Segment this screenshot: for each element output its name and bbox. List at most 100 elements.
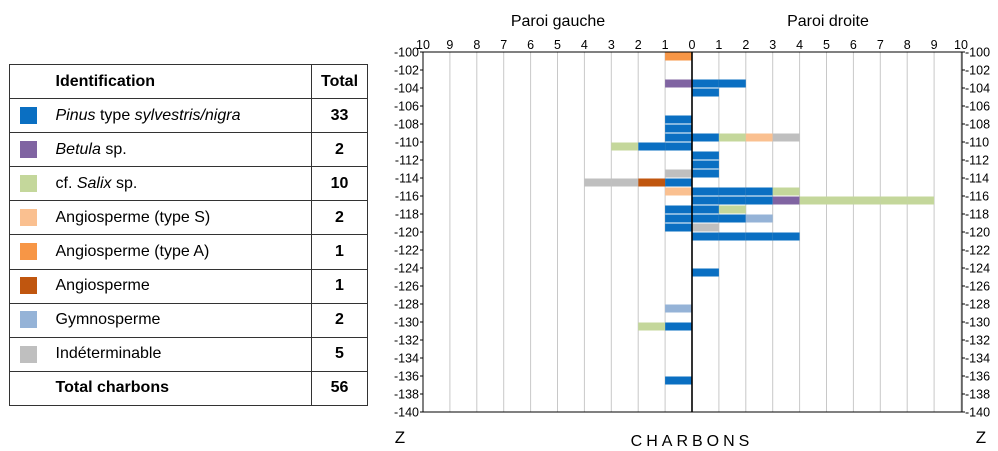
legend-swatch-cell (9, 98, 48, 134)
y-tick-label-left: -108 (394, 118, 419, 132)
legend-label-part: Betula (55, 140, 101, 158)
bar-indet (584, 178, 612, 187)
y-tick-label-right: -126 (965, 280, 990, 294)
legend-total: 33 (311, 98, 368, 134)
header-identification: Identification (47, 63, 312, 100)
legend-total: 5 (311, 336, 368, 372)
y-tick-label-right: -108 (965, 118, 990, 132)
table-row: Indéterminable 5 (9, 336, 368, 372)
bar-pinus (665, 142, 692, 151)
y-tick-label-right: -112 (965, 154, 989, 168)
x-tick-label: 3 (608, 38, 615, 52)
bar-pinus (772, 232, 800, 241)
y-tick-label-left: -132 (394, 334, 419, 348)
bar-pinus (718, 196, 746, 205)
bar-gymno (665, 304, 692, 313)
legend-swatch (20, 243, 38, 261)
bar-pinus (692, 169, 719, 178)
legend-label-part: Angiosperme (type S) (55, 208, 211, 226)
bar-pinus (665, 115, 692, 124)
table-header-spacer (9, 63, 48, 100)
bar-pinus (692, 160, 719, 169)
bar-pinus (665, 322, 692, 331)
x-tick-label: 2 (635, 38, 642, 52)
legend-label-part: Angiosperme (type A) (55, 243, 210, 261)
legend-swatch (20, 311, 38, 329)
bar-salix (880, 196, 908, 205)
bar-indet (665, 169, 692, 178)
y-tick-label-left: -120 (394, 226, 419, 240)
x-tick-label: 10 (954, 38, 968, 52)
bar-betula (772, 196, 800, 205)
legend-total: 1 (311, 268, 368, 304)
bar-betula (665, 79, 692, 88)
legend-total: 2 (311, 200, 368, 236)
footer-total: 56 (311, 370, 368, 406)
y-tick-label-right: -138 (965, 388, 990, 402)
legend-total: 10 (311, 166, 368, 202)
y-tick-label-left: -116 (395, 190, 419, 204)
bar-pinus (692, 232, 719, 241)
x-tick-label: 0 (689, 38, 696, 52)
tick-labels: 10 9 8 7 6 5 4 3 2 1 0 1 2 3 4 5 6 7 8 9 10-100 -100-102 -102-… (394, 38, 990, 420)
bar-pinus (665, 214, 692, 223)
bar-pinus (692, 88, 719, 97)
legend-swatch (20, 209, 38, 227)
bar-angio_s (665, 187, 692, 196)
bars (584, 52, 935, 385)
axes (420, 51, 965, 413)
legend-label: Angiosperme (47, 268, 312, 304)
bar-angio_s (745, 133, 773, 142)
footer-label: Total charbons (47, 370, 312, 406)
y-tick-label-right: -140 (965, 406, 990, 420)
x-tick-label: 8 (473, 38, 480, 52)
legend-swatch (20, 106, 38, 124)
legend-swatch-cell (9, 234, 48, 270)
bar-indet (692, 223, 719, 232)
y-tick-label-right: -130 (965, 316, 990, 330)
bar-pinus (638, 142, 666, 151)
bar-indet (772, 133, 800, 142)
bar-salix (772, 187, 800, 196)
x-tick-label: 1 (715, 38, 722, 52)
legend-label: Angiosperme (type A) (47, 234, 312, 270)
y-tick-label-left: -122 (394, 244, 419, 258)
bar-pinus (665, 205, 692, 214)
y-tick-label-left: -136 (394, 370, 419, 384)
legend-label: Indéterminable (47, 336, 312, 372)
left-title: Paroi gauche (511, 13, 605, 30)
legend-table: Identification Total Pinus type sylvestr… (9, 63, 368, 406)
y-tick-label-left: -128 (394, 298, 419, 312)
x-tick-label: 9 (931, 38, 938, 52)
table-footer-spacer (9, 370, 48, 406)
y-tick-label-left: -118 (395, 208, 419, 222)
bar-pinus (718, 187, 746, 196)
table-footer-row: Total charbons 56 (9, 370, 368, 406)
legend-label-part: Pinus (55, 106, 96, 124)
bar-pinus (692, 79, 719, 88)
bar-angio_a (665, 52, 692, 61)
x-tick-label: 1 (662, 38, 669, 52)
bar-salix (718, 205, 746, 214)
legend-label-part: cf. (55, 174, 77, 192)
x-tick-label: 7 (500, 38, 507, 52)
bar-pinus (692, 187, 719, 196)
legend-swatch-cell (9, 268, 48, 304)
legend-label-part: Angiosperme (55, 277, 150, 295)
bar-pinus (718, 232, 746, 241)
bar-salix (907, 196, 935, 205)
legend-label-part: Indéterminable (55, 345, 162, 363)
y-tick-label-right: -134 (965, 352, 990, 366)
bar-indet (611, 178, 639, 187)
bar-salix (826, 196, 854, 205)
y-tick-label-left: -134 (394, 352, 419, 366)
bar-pinus (745, 196, 773, 205)
x-tick-label: 10 (416, 38, 430, 52)
y-tick-label-left: -110 (395, 136, 419, 150)
legend-swatch (20, 175, 38, 193)
table-row: Angiosperme (type S) 2 (9, 200, 368, 236)
bar-salix (853, 196, 881, 205)
legend-swatch-cell (9, 166, 48, 202)
x-tick-label: 6 (527, 38, 534, 52)
y-tick-label-right: -100 (965, 46, 990, 60)
